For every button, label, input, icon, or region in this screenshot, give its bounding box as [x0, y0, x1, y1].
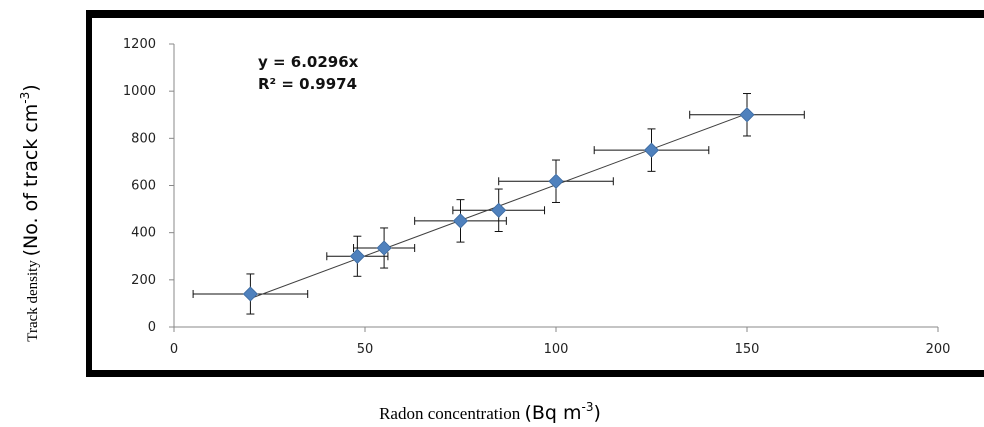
data-points — [242, 107, 755, 302]
y-axis-title: Track density (No. of track cm-3) — [18, 84, 42, 341]
trendline-equation: y = 6.0296x — [258, 53, 359, 71]
data-point-marker — [491, 202, 507, 218]
axes: 0 200 400 600 800 1000 1200 0 50 100 150 200 — [123, 37, 951, 357]
y-tick-label: 600 — [131, 179, 156, 194]
y-tick-label: 1200 — [123, 37, 156, 52]
r-squared-label: R² = 0.9974 — [258, 75, 357, 93]
x-axis-title: Radon concentration (Bq m-3) — [379, 400, 601, 424]
data-point-marker — [452, 213, 469, 229]
x-tick-label: 200 — [926, 342, 951, 357]
x-tick-label: 0 — [170, 342, 178, 357]
x-tick-label: 50 — [357, 342, 374, 357]
y-tick-label: 200 — [131, 273, 156, 288]
y-tick-label: 800 — [131, 131, 156, 146]
x-tick-label: 150 — [735, 342, 760, 357]
y-tick-label: 400 — [131, 226, 156, 241]
data-point-marker — [242, 286, 258, 302]
chart-area — [92, 18, 984, 370]
y-tick-label: 1000 — [123, 84, 156, 99]
data-point-marker — [739, 107, 755, 123]
data-point-marker — [548, 173, 564, 189]
data-point-marker — [376, 240, 392, 256]
y-tick-label: 0 — [148, 320, 156, 335]
data-point-marker — [643, 142, 660, 158]
x-tick-label: 100 — [544, 342, 569, 357]
data-point-marker — [349, 248, 365, 264]
